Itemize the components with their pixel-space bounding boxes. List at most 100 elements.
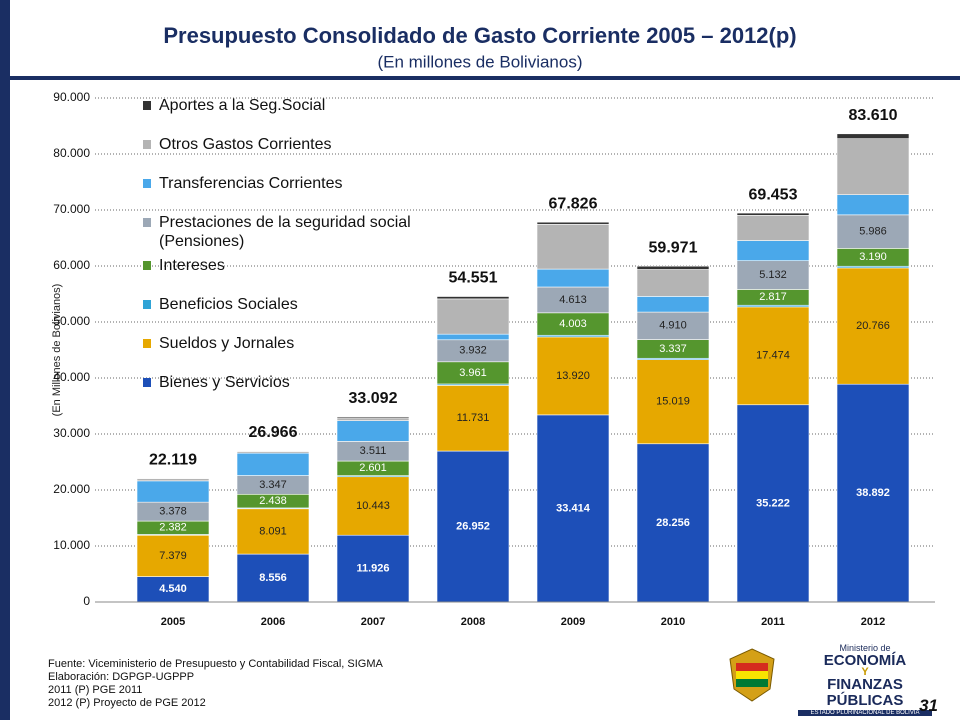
bar-segment: [636, 265, 710, 270]
legend-swatch: [143, 179, 151, 188]
total-label: 59.971: [649, 239, 698, 256]
segment-label: 35.222: [756, 497, 790, 509]
x-tick-label: 2011: [761, 616, 785, 628]
x-tick-label: 2006: [261, 616, 285, 628]
bar-segment: [336, 534, 410, 603]
bar-segment: [536, 268, 610, 288]
coat-of-arms: [729, 648, 775, 702]
segment-label: 15.019: [656, 396, 690, 408]
bar-segment: [836, 214, 910, 249]
legend-item: Aportes a la Seg.Social: [143, 96, 463, 115]
legend-label: Beneficios Sociales: [159, 296, 298, 313]
bar-segment: [136, 480, 210, 503]
segment-label: 8.091: [259, 525, 287, 537]
segment-label: 3.337: [659, 343, 687, 355]
x-tick-label: 2009: [561, 616, 585, 628]
segment-label: 17.474: [756, 350, 790, 362]
y-tick-label: 20.000: [53, 482, 90, 496]
legend-label: Intereses: [159, 257, 225, 274]
legend-swatch: [143, 218, 151, 227]
logo-text: ESTADO PLURINACIONAL DE BOLIVIA: [798, 710, 932, 716]
y-axis-label: (En Millones de Bolivianos): [51, 284, 63, 417]
bar-segment: [536, 414, 610, 603]
legend-swatch: [143, 101, 151, 110]
segment-label: 2.601: [359, 462, 387, 474]
bar-segment: [536, 286, 610, 314]
legend-swatch: [143, 261, 151, 270]
total-label: 33.092: [349, 390, 398, 407]
bar-segment: [136, 478, 210, 482]
segment-label: 3.378: [159, 506, 187, 518]
bar-segment: [636, 311, 710, 340]
legend-item: Intereses: [143, 256, 463, 275]
legend-label: Aportes a la Seg.Social: [159, 97, 326, 114]
bar-segment: [736, 215, 810, 241]
bar-segment: [836, 138, 910, 195]
x-tick-label: 2005: [161, 616, 185, 628]
bar-segment: [736, 306, 810, 406]
legend-label: Otros Gastos Corrientes: [159, 136, 332, 153]
total-label: 26.966: [249, 424, 298, 441]
segment-label: 33.414: [556, 502, 591, 514]
legend-item: Prestaciones de la seguridad social (Pen…: [143, 213, 463, 251]
segment-label: 2.438: [259, 495, 287, 507]
bar-segment: [536, 221, 610, 225]
y-tick-label: 70.000: [53, 202, 90, 216]
source-line: Fuente: Viceministerio de Presupuesto y …: [48, 658, 383, 670]
y-tick-label: 40.000: [53, 370, 90, 384]
segment-label: 11.926: [356, 563, 389, 575]
legend-label: Bienes y Servicios: [159, 374, 290, 391]
segment-label: 5.986: [859, 226, 887, 238]
bar-segment: [636, 269, 710, 297]
logo-text: FINANZAS PÚBLICAS: [826, 676, 904, 709]
bar-segment: [636, 443, 710, 603]
segment-label: 3.347: [259, 479, 287, 491]
bar-segment: [436, 298, 510, 335]
segment-label: 26.952: [456, 520, 490, 532]
logo-text: ECONOMÍA: [823, 652, 907, 669]
legend-item: Otros Gastos Corrientes: [143, 135, 463, 154]
x-tick-label: 2008: [461, 616, 485, 628]
total-label: 83.610: [849, 107, 898, 124]
header-rule: [10, 76, 960, 80]
chart-title: Presupuesto Consolidado de Gasto Corrien…: [163, 23, 796, 48]
bar-segment: [336, 417, 410, 421]
bar-segment: [136, 477, 210, 479]
bar-segment: [436, 385, 510, 452]
bar-segment: [736, 260, 810, 290]
segment-label: 3.511: [360, 445, 387, 457]
legend-label: Prestaciones de la seguridad social (Pen…: [159, 214, 411, 250]
bar-segment: [136, 576, 210, 603]
bar-segment: [736, 212, 810, 216]
bar-segment: [336, 420, 410, 442]
footer: Fuente: Viceministerio de Presupuesto y …: [48, 658, 383, 710]
left-band: [0, 0, 10, 720]
bar-segment: [336, 476, 410, 536]
bar-segment: [836, 267, 910, 385]
segment-label: 20.766: [856, 320, 890, 332]
y-tick-label: 90.000: [53, 90, 90, 104]
total-label: 22.119: [149, 451, 197, 468]
x-tick-label: 2012: [861, 616, 885, 628]
segment-label: 4.910: [659, 320, 687, 332]
legend-swatch: [143, 378, 151, 387]
source-line: 2011 (P) PGE 2011: [48, 684, 143, 696]
legend-item: Sueldos y Jornales: [143, 334, 463, 353]
y-tick-label: 80.000: [53, 146, 90, 160]
segment-label: 3.961: [459, 367, 487, 379]
segment-label: 3.932: [459, 345, 487, 357]
legend-item: Transferencias Corrientes: [143, 174, 463, 193]
segment-label: 11.731: [457, 412, 490, 424]
segment-label: 13.920: [556, 370, 590, 382]
chart-subtitle: (En millones de Bolivianos): [377, 52, 582, 71]
bar-segment: [636, 296, 710, 313]
segment-label: 7.379: [159, 550, 187, 562]
logo: Ministerio de ECONOMÍA Y FINANZAS PÚBLIC…: [790, 643, 940, 716]
bar-segment: [836, 383, 910, 603]
segment-label: 5.132: [759, 269, 787, 281]
total-label: 54.551: [449, 270, 498, 287]
bar-segment: [836, 194, 910, 216]
bar-segment: [736, 404, 810, 603]
bar-segment: [836, 133, 910, 139]
